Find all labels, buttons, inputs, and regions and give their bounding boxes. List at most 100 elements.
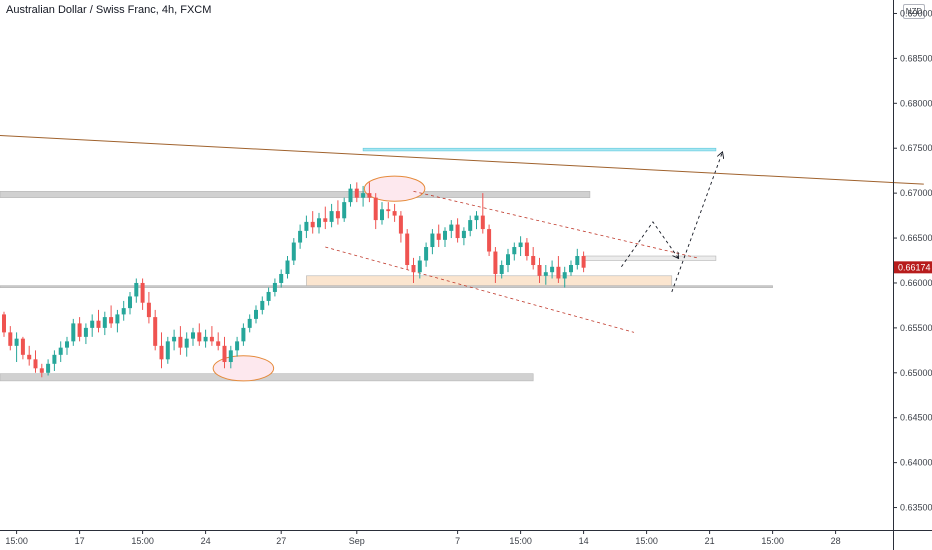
candle-53: [335, 200, 340, 225]
candle-17: [109, 305, 114, 328]
candle-body: [386, 209, 391, 212]
demand-zone: [306, 275, 673, 286]
candle-22: [140, 278, 145, 310]
candle-50: [317, 212, 321, 234]
candle-body: [235, 341, 240, 351]
candle-body: [71, 323, 76, 342]
candle-body: [354, 188, 359, 198]
candle-51: [323, 206, 328, 230]
candle-73: [461, 227, 466, 246]
candle-body: [474, 215, 479, 221]
candle-66: [417, 256, 422, 279]
candle-body: [115, 314, 120, 324]
candle-90: [569, 260, 573, 276]
candle-68: [430, 229, 435, 255]
candle-25: [159, 332, 164, 369]
candle-body: [556, 266, 561, 279]
candle-body: [455, 224, 460, 239]
candle-83: [524, 238, 529, 261]
candle-body: [323, 218, 328, 222]
candle-body: [468, 220, 473, 231]
candle-32: [203, 329, 208, 348]
candle-body: [524, 242, 529, 257]
candle-20: [128, 291, 132, 315]
y-tick-label: 0.67000: [900, 188, 932, 198]
y-tick-label: 0.66000: [900, 278, 932, 288]
candle-body: [449, 224, 454, 231]
candle-24: [153, 309, 158, 351]
candle-body: [77, 323, 82, 337]
candle-40: [254, 305, 258, 324]
candle-body: [159, 345, 164, 360]
candle-body: [335, 211, 340, 219]
zones-layer: [0, 147, 773, 382]
candle-body: [329, 211, 334, 222]
candle-35: [222, 336, 227, 369]
candle-47: [298, 224, 303, 249]
candle-89: [562, 266, 567, 288]
resistance-zone: [0, 191, 591, 198]
candle-body: [65, 341, 69, 348]
candle-4: [27, 345, 32, 366]
candle-body: [146, 302, 151, 318]
candle-body: [317, 218, 321, 228]
candle-84: [531, 247, 536, 270]
candle-body: [537, 265, 542, 276]
candle-body: [109, 317, 114, 324]
candle-body: [140, 282, 145, 303]
currency-badge[interactable]: NZD: [903, 4, 925, 19]
candle-61: [386, 202, 391, 219]
candle-72: [455, 218, 460, 243]
candle-body: [348, 188, 353, 203]
candle-body: [134, 282, 139, 297]
target-zone: [362, 147, 717, 152]
x-tick-label: 15:00: [635, 536, 658, 546]
x-tick-label: 14: [579, 536, 589, 546]
highlight-ellipse-1: [212, 355, 275, 382]
candle-23: [146, 291, 151, 324]
candle-54: [342, 197, 347, 222]
candle-body: [398, 215, 403, 234]
candle-30: [191, 327, 195, 346]
candle-9: [58, 341, 63, 363]
trendline: [0, 135, 924, 185]
candle-body: [361, 193, 366, 198]
candle-body: [480, 215, 485, 230]
candle-body: [285, 260, 290, 274]
candle-body: [254, 309, 258, 319]
x-tick-label: 21: [705, 536, 715, 546]
candle-56: [354, 182, 359, 203]
candle-body: [581, 256, 586, 268]
candle-body: [279, 273, 284, 283]
candle-body: [52, 354, 57, 364]
candle-67: [424, 242, 429, 267]
candle-39: [247, 314, 252, 333]
candle-body: [102, 317, 107, 328]
lines-layer: [0, 135, 924, 333]
candle-body: [411, 265, 416, 273]
candle-65: [411, 257, 416, 283]
candle-body: [209, 336, 214, 342]
x-tick-label: 15:00: [5, 536, 28, 546]
candle-88: [556, 256, 561, 283]
chart-title: Australian Dollar / Swiss Franc, 4h, FXC…: [6, 4, 212, 16]
candle-69: [436, 224, 441, 248]
candle-48: [304, 215, 309, 239]
candle-87: [550, 260, 555, 279]
candle-42: [266, 287, 271, 306]
candle-36: [228, 345, 233, 369]
candle-19: [121, 300, 126, 321]
candle-body: [165, 341, 170, 360]
x-tick-label: 24: [201, 536, 211, 546]
candle-33: [209, 326, 214, 346]
candle-body: [550, 266, 555, 273]
candle-5: [33, 350, 38, 373]
candle-body: [543, 272, 548, 276]
candle-82: [518, 236, 523, 257]
y-tick-label: 0.63500: [900, 503, 932, 513]
candle-31: [197, 323, 202, 346]
x-tick-label: 7: [455, 536, 460, 546]
y-tick-label: 0.68000: [900, 98, 932, 108]
candle-body: [291, 242, 296, 261]
